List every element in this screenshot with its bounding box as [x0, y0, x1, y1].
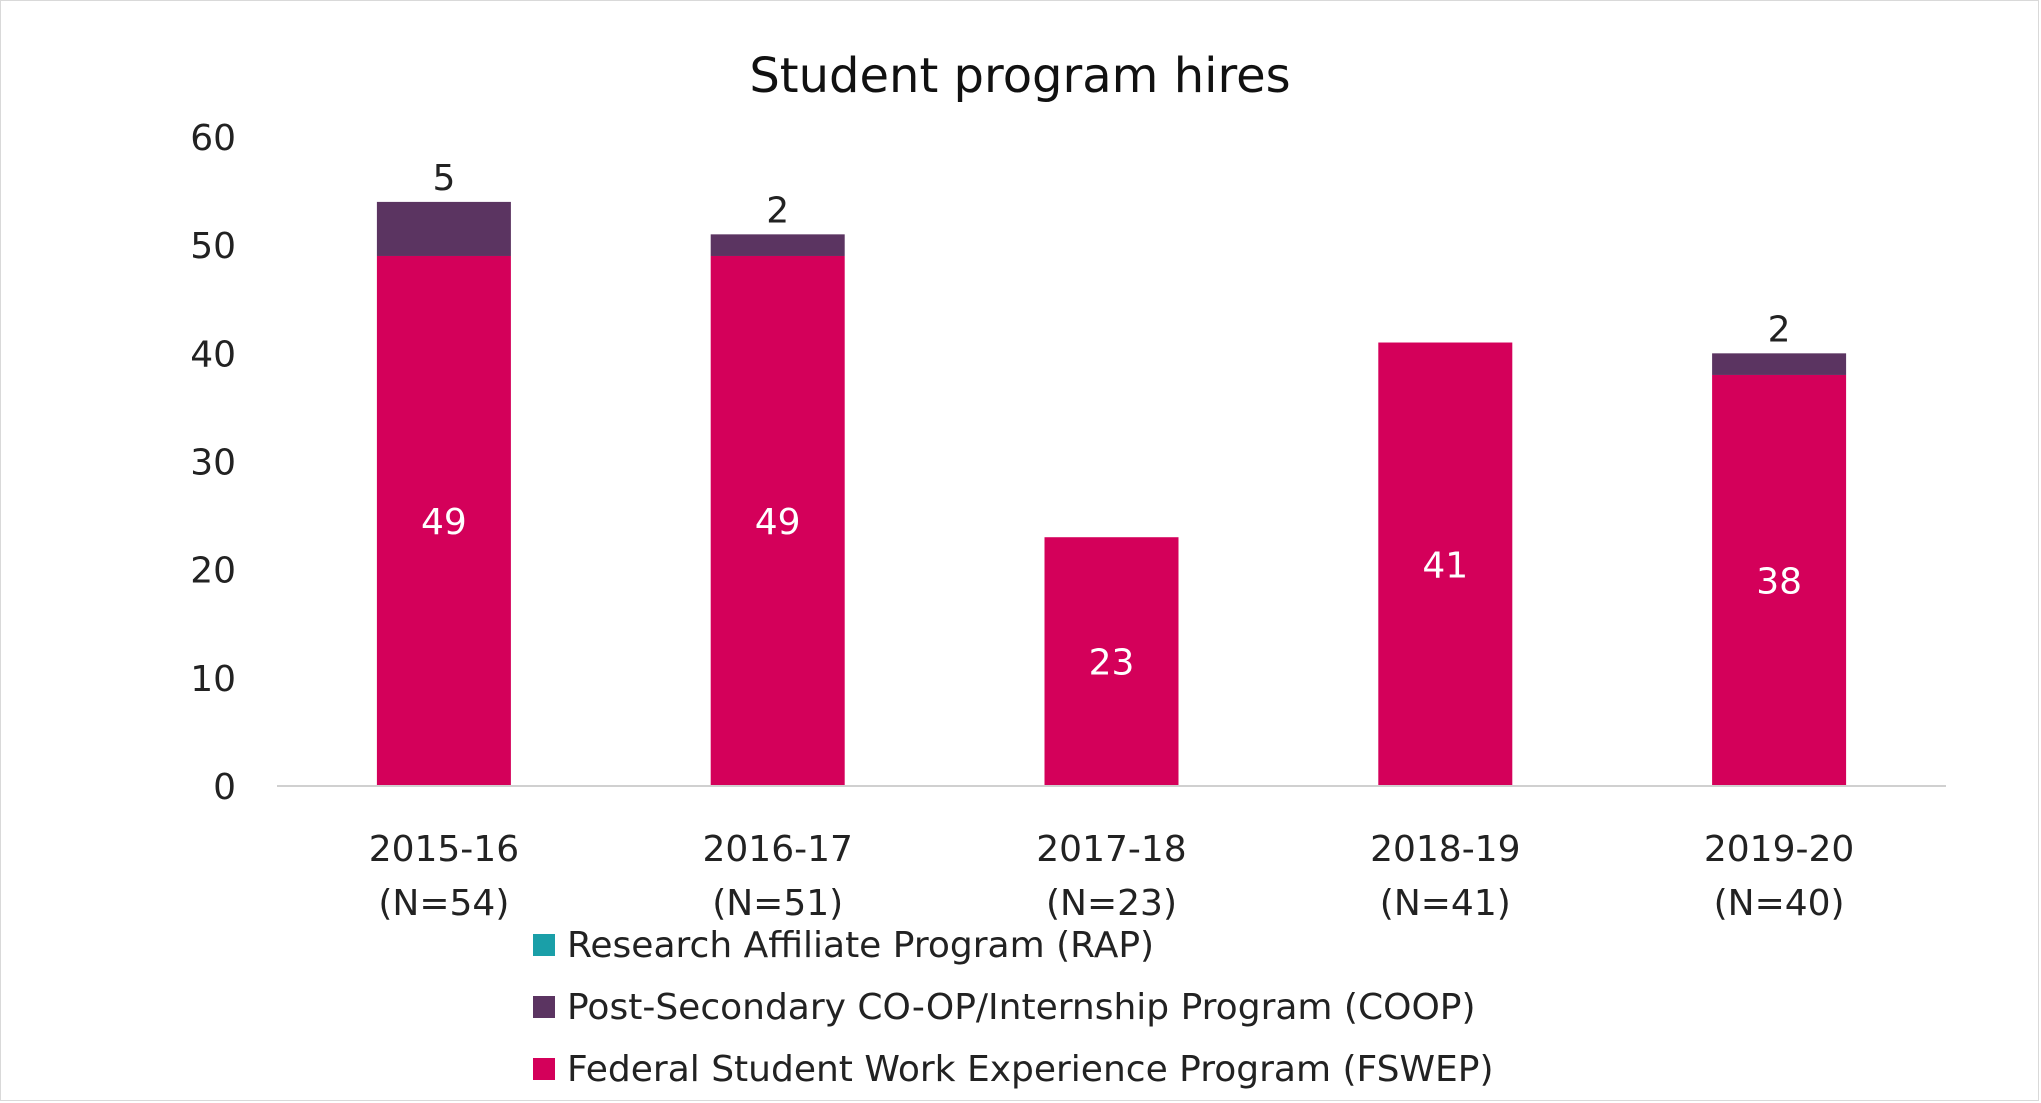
- y-tick-label: 40: [190, 334, 236, 375]
- bar-segment: [376, 255, 511, 786]
- legend-label: Research Affiliate Program (RAP): [567, 924, 1155, 966]
- legend-swatch: [533, 934, 555, 956]
- data-label: 49: [755, 502, 801, 543]
- data-label: 2: [766, 190, 789, 231]
- legend-label: Post-Secondary CO-OP/Internship Program …: [567, 986, 1476, 1028]
- data-label: 2: [1768, 309, 1791, 350]
- x-tick-sublabel: (N=40): [1714, 883, 1845, 924]
- data-label: 49: [421, 502, 467, 543]
- x-tick-label: 2015-16: [369, 829, 519, 870]
- x-tick-label: 2016-17: [702, 829, 852, 870]
- bar-segment: [1044, 537, 1179, 786]
- bar-segment: [1712, 374, 1847, 786]
- x-tick-sublabel: (N=54): [378, 883, 509, 924]
- y-tick-label: 20: [190, 551, 236, 592]
- legend-swatch: [533, 1058, 555, 1080]
- x-tick-sublabel: (N=23): [1046, 883, 1177, 924]
- y-tick-label: 10: [190, 659, 236, 700]
- y-tick-label: 30: [190, 443, 236, 484]
- y-axis: 0 10 20 30 40 50 60: [190, 118, 236, 808]
- bar-segment: [1378, 342, 1513, 786]
- legend: Research Affiliate Program (RAP) Post-Sec…: [533, 914, 1494, 1100]
- data-label: 23: [1089, 643, 1135, 684]
- bars-group: 49 5 49 2 23 41 38 2: [376, 158, 1847, 786]
- legend-item: Research Affiliate Program (RAP): [533, 914, 1494, 976]
- bar-segment: [1712, 353, 1847, 375]
- bar-segment: [710, 255, 845, 786]
- legend-item: Post-Secondary CO-OP/Internship Program …: [533, 976, 1494, 1038]
- x-tick-label: 2017-18: [1036, 829, 1186, 870]
- chart-title: Student program hires: [749, 48, 1290, 104]
- y-tick-label: 50: [190, 226, 236, 267]
- y-tick-label: 0: [213, 767, 236, 808]
- data-label: 5: [432, 158, 455, 199]
- data-label: 41: [1422, 545, 1468, 586]
- x-tick-label: 2019-20: [1704, 829, 1854, 870]
- legend-item: Federal Student Work Experience Program …: [533, 1038, 1494, 1100]
- x-tick-sublabel: (N=41): [1380, 883, 1511, 924]
- legend-label: Federal Student Work Experience Program …: [567, 1048, 1494, 1090]
- x-tick-label: 2018-19: [1370, 829, 1520, 870]
- legend-swatch: [533, 996, 555, 1018]
- y-tick-label: 60: [190, 118, 236, 159]
- bar-segment: [376, 201, 511, 256]
- bar-segment: [710, 234, 845, 256]
- data-label: 38: [1756, 561, 1802, 602]
- x-axis: 2015-16 (N=54) 2016-17 (N=51) 2017-18 (N=23) 2…: [369, 829, 1855, 924]
- x-tick-sublabel: (N=51): [712, 883, 843, 924]
